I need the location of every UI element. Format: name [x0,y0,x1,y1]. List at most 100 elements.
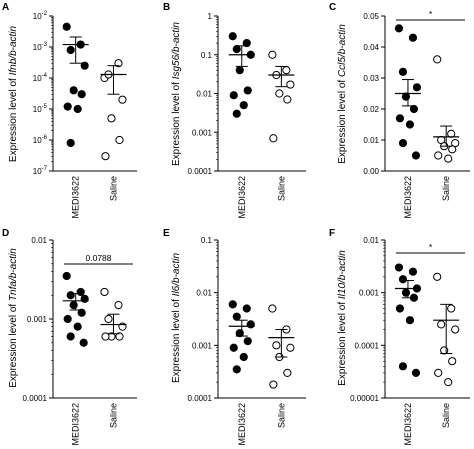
panel-f-point-saline [437,320,446,329]
panel-d-point-medi3622 [77,308,86,317]
panel-c-y-label-prefix: Expression level of [337,77,348,164]
panel-b-y-label: Expression level of Isg56/b-actin [171,22,182,166]
panel-b-y-tick-label: 1 [208,12,213,21]
panel-f-y-tick-label: 0.01 [363,236,379,245]
panel-d-point-saline [101,332,110,341]
panel-b-point-medi3622 [228,32,237,41]
panel-c-x-tick-label: MEDI3622 [403,176,413,219]
panel-c-y-label: Expression level of Ccl5/b-actin [337,24,348,164]
panel-b-y-label-gene: Isg56/b-actin [171,22,182,80]
panel-a-y-tick-exp: -6 [42,135,48,141]
panel-c-y-tick-label: 0.00 [363,167,379,176]
panel-a-letter: A [2,2,9,13]
panel-c-point-medi3622 [395,114,405,123]
panel-e-y-label-gene: Il6/b-actin [171,253,182,297]
panel-c-point-medi3622 [394,24,404,33]
panel-e-point-medi3622 [229,343,238,352]
panel-a-y-tick-label: 10-7 [33,166,48,176]
panel-d-point-medi3622 [69,300,78,310]
panel-d-y-tick-label: 0.001 [27,315,48,324]
panel-e-y-tick-label: 0.0001 [188,394,213,403]
panel-a-point-saline [101,152,110,161]
panel-b-x-tick-label: Saline [276,176,286,201]
panel-a-y-tick-label: 10-4 [33,73,48,83]
panel-d-y-label: Expression level of Tnfa/b-actin [8,248,19,388]
panel-a-y-tick-base: 10 [33,43,42,52]
panel-e-point-medi3622 [239,352,248,362]
panel-d-y-tick-label: 0.01 [31,236,47,245]
panel-c-point-medi3622 [411,151,421,160]
panel-a-point-saline [118,95,127,104]
panel-b-point-medi3622 [232,44,241,54]
panel-a-y-tick-exp: -4 [42,73,48,79]
panel-a-point-medi3622 [77,90,86,99]
panel-f-x-tick-label: Saline [441,403,451,428]
panel-c: C 0.00 0.01 0.02 0.03 0.04 0.05 MEDI3622 Saline E… [329,2,470,219]
panel-b-point-medi3622 [242,38,251,48]
panel-e-y-label-prefix: Expression level of [171,296,182,383]
panel-a-y-tick-label: 10-3 [33,42,48,52]
panel-d-point-medi3622 [66,291,75,300]
panel-e-point-medi3622 [246,320,255,329]
panel-b-point-saline [282,66,291,75]
panel-e-point-medi3622 [242,304,251,313]
panel-b: B 1 0.1 0.01 0.001 0.0001 MEDI3622 Saline Expres… [163,2,306,219]
panel-e-y-label: Expression level of Il6/b-actin [171,253,182,384]
panel-b-y-tick-label: 0.1 [201,51,213,60]
panel-a-y-tick-exp: -7 [42,166,48,172]
panel-b-point-saline [283,95,292,104]
panel-f-annotation-text: * [429,242,433,252]
panel-c-y-tick-label: 0.04 [363,43,379,52]
panel-c-annotation-text: * [429,9,433,19]
panel-c-y-tick-label: 0.05 [363,12,379,21]
panel-e-x-tick-label: MEDI3622 [237,403,247,446]
panel-e-point-saline [283,368,292,377]
panel-c-point-medi3622 [398,67,408,76]
panel-b-x-tick-label: MEDI3622 [237,176,247,219]
panel-b-point-medi3622 [243,86,252,95]
panel-f-point-medi3622 [398,275,408,284]
panel-f-point-saline [433,272,442,281]
panel-b-point-saline [269,134,278,143]
panel-d-point-medi3622 [63,314,72,324]
panel-a-y-tick-exp: -3 [42,42,48,48]
panel-e-point-medi3622 [232,365,241,374]
panel-f-y-tick-label: 0.001 [359,289,380,298]
panel-f-point-medi3622 [405,316,415,325]
panel-c-x-tick-label: Saline [441,176,451,201]
panel-c-point-saline [434,151,443,160]
panel-b-y-label-prefix: Expression level of [171,79,182,166]
panel-d-point-saline [104,314,113,324]
panel-d-point-medi3622 [79,338,88,347]
panel-d-annotation-text: 0.0788 [86,253,112,263]
panel-f-point-medi3622 [411,368,421,377]
panel-a-y-label: Expression level of Ifnb/b-actin [8,25,19,162]
panel-b-point-saline [275,89,284,98]
panel-f-point-saline [448,357,457,366]
panel-f-y-label-gene: Il10/b-actin [337,250,348,299]
panel-a-point-medi3622 [69,86,78,95]
panel-d-x-tick-label: Saline [108,403,118,428]
panel-b-point-medi3622 [235,66,244,75]
panel-b-y-tick-label: 0.01 [196,90,212,99]
panel-a-x-tick-label: MEDI3622 [71,176,81,219]
panel-d-point-medi3622 [66,332,75,341]
panel-b-y-tick-label: 0.001 [192,128,213,137]
panel-e-y-tick-label: 0.01 [196,289,212,298]
panel-a-y-tick-base: 10 [33,167,42,176]
panel-a-point-medi3622 [63,102,72,111]
panel-f-point-saline [444,378,453,387]
panel-f-y-tick-label: 0.00001 [350,394,379,403]
panel-d-y-tick-label: 0.0001 [23,394,48,403]
panel-f-point-saline [451,325,460,334]
panel-d-y-label-gene: Tnfa/b-actin [8,248,19,301]
panel-a-y-tick-base: 10 [33,74,42,83]
panel-c-letter: C [329,2,336,13]
panel-e-point-saline [269,380,278,389]
panel-d: D 0.01 0.001 0.0001 MEDI3622 Saline Expression… [2,228,137,446]
panel-d-x-tick-label: MEDI3622 [71,403,81,446]
panel-d-letter: D [2,228,9,239]
panel-a-y-tick-label: 10-5 [33,104,48,114]
panel-a-y-tick-label: 10-2 [33,11,48,21]
panel-c-y-tick-label: 0.02 [363,105,379,114]
